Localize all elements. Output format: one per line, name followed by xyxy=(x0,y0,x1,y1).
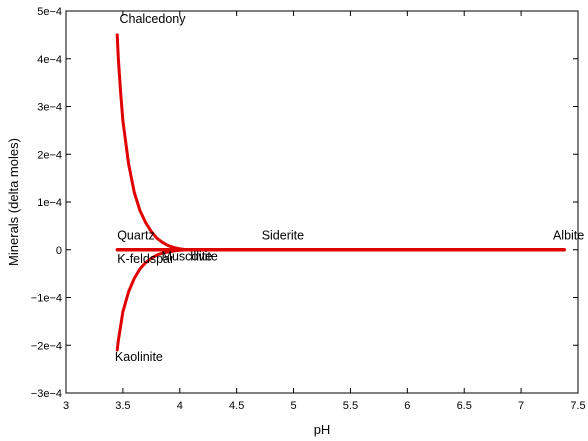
annotation-chalcedony: Chalcedony xyxy=(119,12,186,26)
annotation-illite: Illite xyxy=(190,249,212,263)
x-tick-label: 5.5 xyxy=(343,400,358,412)
mineral-annotations: Chalcedony Quartz K-feldsparMuscoviteIllit… xyxy=(115,12,584,364)
x-tick-label: 6.5 xyxy=(457,400,472,412)
y-tick-label: 3e−4 xyxy=(37,102,62,114)
series-line-kaolinite xyxy=(115,248,566,352)
x-tick-label: 5 xyxy=(290,400,296,412)
y-tick-label: 5e−4 xyxy=(37,6,62,18)
x-tick-label: 7 xyxy=(518,400,524,412)
annotation-quartz: Quartz xyxy=(117,229,155,243)
y-tick-label: 2e−4 xyxy=(37,149,62,161)
annotation-albite: Albite xyxy=(553,229,584,243)
axis-tick-labels: 3 3.5 4 4.5 5 5.5 6 6.5 7 7.5 −3e−4 −2e−4 −1e−4 0 1e−4… xyxy=(31,6,586,412)
annotation-muscovite: Muscovite xyxy=(162,249,218,263)
x-tick-label: 3.5 xyxy=(115,400,130,412)
plot-frame xyxy=(65,10,579,394)
x-tick-label: 3 xyxy=(63,400,69,412)
annotation-siderite: Siderite xyxy=(262,229,304,243)
series-lines xyxy=(115,33,566,352)
x-tick-label: 6 xyxy=(404,400,410,412)
y-axis-title: Minerals (delta moles) xyxy=(6,138,21,266)
y-tick-label: 1e−4 xyxy=(37,197,62,209)
x-axis-title: pH xyxy=(314,422,331,437)
annotation-k-feldspar: K-feldspar xyxy=(117,252,174,266)
y-tick-label: 0 xyxy=(56,245,62,257)
y-tick-label: −1e−4 xyxy=(31,293,62,305)
y-tick-label: 4e−4 xyxy=(37,54,62,66)
x-tick-label: 4.5 xyxy=(229,400,244,412)
axis-ticks xyxy=(65,10,579,394)
x-tick-label: 7.5 xyxy=(570,400,585,412)
y-tick-label: −2e−4 xyxy=(31,340,62,352)
series-line-chalcedony xyxy=(115,33,566,252)
plot-frame-group xyxy=(65,10,579,394)
annotation-kaolinite: Kaolinite xyxy=(115,350,163,364)
x-tick-label: 4 xyxy=(177,400,183,412)
y-tick-label: −3e−4 xyxy=(31,388,62,400)
